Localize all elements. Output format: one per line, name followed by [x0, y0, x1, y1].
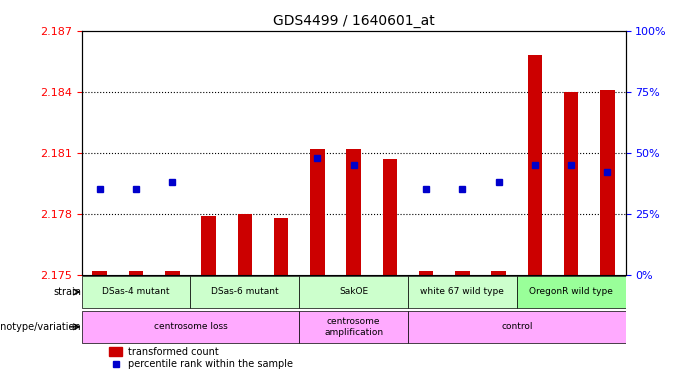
Text: white 67 wild type: white 67 wild type [420, 288, 505, 296]
Text: centrosome
amplification: centrosome amplification [324, 317, 383, 336]
Bar [165, 270, 180, 275]
Bar [346, 149, 361, 275]
Text: strain: strain [54, 287, 82, 297]
Title: GDS4499 / 1640601_at: GDS4499 / 1640601_at [273, 14, 435, 28]
Bar [201, 216, 216, 275]
Bar [419, 270, 433, 275]
FancyBboxPatch shape [190, 276, 299, 308]
FancyBboxPatch shape [82, 311, 299, 343]
Bar [383, 159, 397, 275]
Text: genotype/variation: genotype/variation [0, 322, 82, 332]
Bar [600, 89, 615, 275]
Text: OregonR wild type: OregonR wild type [529, 288, 613, 296]
Bar [237, 214, 252, 275]
FancyBboxPatch shape [82, 276, 190, 308]
Text: transformed count: transformed count [128, 347, 218, 357]
Bar [274, 218, 288, 275]
Text: control: control [501, 322, 532, 331]
FancyBboxPatch shape [299, 311, 408, 343]
Text: percentile rank within the sample: percentile rank within the sample [128, 359, 293, 369]
Text: DSas-4 mutant: DSas-4 mutant [102, 288, 170, 296]
Bar [310, 149, 324, 275]
FancyBboxPatch shape [299, 276, 408, 308]
FancyBboxPatch shape [517, 276, 626, 308]
FancyBboxPatch shape [408, 276, 517, 308]
Text: DSas-6 mutant: DSas-6 mutant [211, 288, 279, 296]
Bar [492, 270, 506, 275]
Bar [129, 270, 143, 275]
Bar [528, 55, 542, 275]
Text: SakOE: SakOE [339, 288, 368, 296]
Bar [92, 270, 107, 275]
FancyBboxPatch shape [408, 311, 626, 343]
Text: centrosome loss: centrosome loss [154, 322, 227, 331]
Bar [564, 92, 579, 275]
Bar [109, 347, 122, 356]
Bar [455, 270, 470, 275]
